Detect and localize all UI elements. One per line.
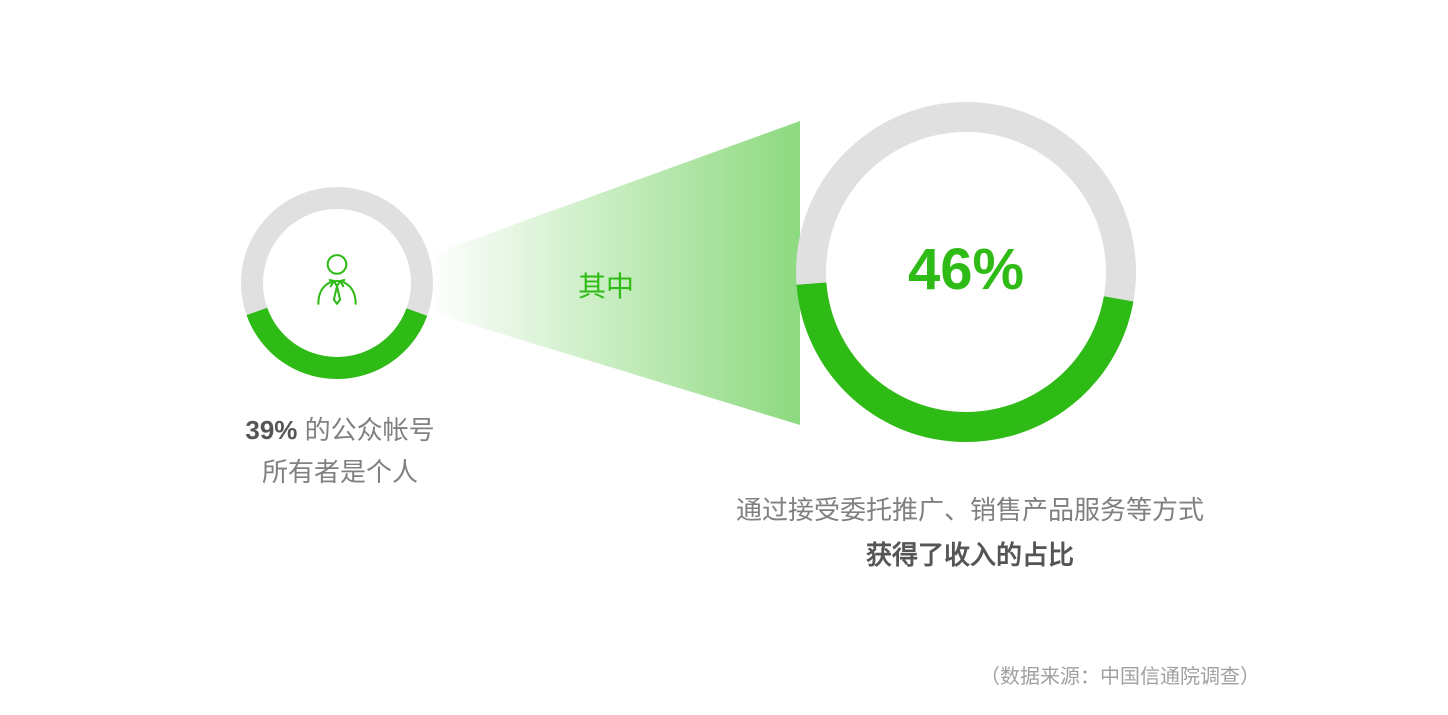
source-note: （数据来源：中国信通院调查）: [980, 660, 1260, 689]
person-icon: [308, 252, 366, 310]
caption-right-line1: 通过接受委托推广、销售产品服务等方式: [700, 490, 1240, 532]
connector-label: 其中: [578, 265, 634, 305]
caption-left-pct: 39%: [245, 415, 297, 445]
donut-large-percent: 46%: [866, 236, 1066, 303]
connector-gradient: [0, 0, 1448, 715]
caption-left-line2: 所有者是个人: [215, 452, 465, 494]
caption-left: 39% 的公众帐号 所有者是个人: [215, 410, 465, 493]
caption-right: 通过接受委托推广、销售产品服务等方式 获得了收入的占比: [700, 490, 1240, 578]
caption-left-line1: 39% 的公众帐号: [215, 410, 465, 452]
infographic-stage: 46% 其中 39% 的公众帐号 所有者是个人 通过接受委托推广、销售产品服务等…: [0, 0, 1448, 715]
caption-right-line2: 获得了收入的占比: [700, 532, 1240, 579]
caption-left-rest: 的公众帐号: [297, 415, 434, 445]
